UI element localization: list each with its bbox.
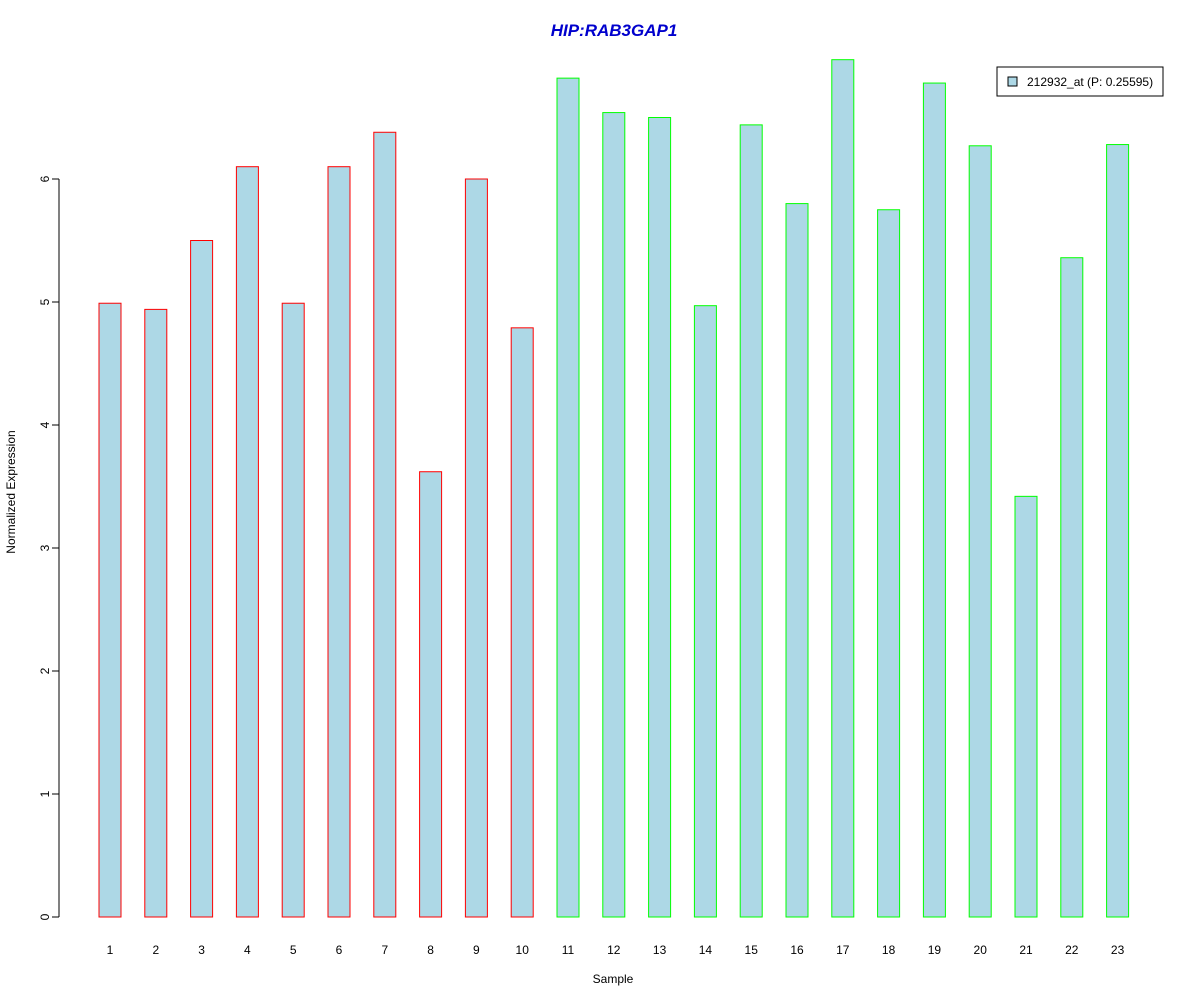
x-tick-label: 8 bbox=[427, 943, 434, 957]
x-tick-label: 23 bbox=[1111, 943, 1125, 957]
bar-sample-1 bbox=[98, 302, 122, 918]
bar-sample-9 bbox=[464, 178, 488, 918]
y-tick-label: 5 bbox=[38, 298, 52, 305]
bar-sample-4 bbox=[235, 166, 259, 918]
legend: 212932_at (P: 0.25595) bbox=[996, 66, 1164, 97]
bar-sample-21 bbox=[1014, 495, 1038, 918]
y-tick-label: 0 bbox=[38, 913, 52, 920]
x-axis-labels: 1 2 3 4 5 6 7 8 9 10 11 12 13 14 15 16 17 18 19 20 21 22 23 bbox=[107, 943, 1125, 957]
x-tick-label: 10 bbox=[516, 943, 530, 957]
x-tick-label: 20 bbox=[974, 943, 988, 957]
x-tick-label: 16 bbox=[790, 943, 804, 957]
x-tick-label: 1 bbox=[107, 943, 114, 957]
x-tick-label: 15 bbox=[745, 943, 759, 957]
chart-title: HIP:RAB3GAP1 bbox=[551, 21, 678, 40]
bar-sample-19 bbox=[922, 82, 946, 918]
x-tick-label: 17 bbox=[836, 943, 850, 957]
bar-sample-23 bbox=[1106, 144, 1130, 918]
x-tick-label: 9 bbox=[473, 943, 480, 957]
x-tick-label: 21 bbox=[1019, 943, 1033, 957]
x-tick-label: 6 bbox=[336, 943, 343, 957]
y-tick-label: 1 bbox=[38, 790, 52, 797]
bar-sample-17 bbox=[831, 59, 855, 918]
y-tick-label: 3 bbox=[38, 544, 52, 551]
bar-sample-5 bbox=[281, 302, 305, 918]
x-axis-title: Sample bbox=[593, 972, 634, 986]
bar-sample-6 bbox=[327, 166, 351, 918]
x-tick-label: 3 bbox=[198, 943, 205, 957]
y-tick-label: 4 bbox=[38, 421, 52, 428]
bar-sample-22 bbox=[1060, 257, 1084, 918]
bar-sample-12 bbox=[602, 112, 626, 918]
bar-sample-7 bbox=[373, 131, 397, 918]
x-tick-label: 2 bbox=[152, 943, 159, 957]
bar-sample-13 bbox=[648, 117, 672, 918]
x-tick-label: 22 bbox=[1065, 943, 1079, 957]
x-tick-label: 13 bbox=[653, 943, 667, 957]
x-tick-label: 14 bbox=[699, 943, 713, 957]
y-axis-title: Normalized Expression bbox=[4, 430, 18, 553]
legend-swatch bbox=[1007, 76, 1018, 87]
bar-sample-16 bbox=[785, 203, 809, 918]
y-axis: 0 1 2 3 4 5 6 bbox=[38, 175, 60, 920]
bars-group bbox=[98, 59, 1130, 918]
legend-label: 212932_at (P: 0.25595) bbox=[1027, 75, 1153, 89]
bar-sample-2 bbox=[144, 308, 168, 918]
bar-sample-3 bbox=[190, 240, 214, 918]
bar-sample-18 bbox=[877, 209, 901, 918]
x-tick-label: 5 bbox=[290, 943, 297, 957]
bar-sample-11 bbox=[556, 77, 580, 918]
legend-box bbox=[996, 66, 1164, 97]
x-tick-label: 4 bbox=[244, 943, 251, 957]
bar-sample-14 bbox=[693, 305, 717, 918]
x-tick-label: 19 bbox=[928, 943, 942, 957]
y-tick-label: 2 bbox=[38, 667, 52, 674]
x-tick-label: 12 bbox=[607, 943, 621, 957]
bar-sample-10 bbox=[510, 327, 534, 918]
y-tick-label: 6 bbox=[38, 175, 52, 182]
bar-sample-20 bbox=[968, 145, 992, 918]
x-tick-label: 18 bbox=[882, 943, 896, 957]
x-tick-label: 7 bbox=[381, 943, 388, 957]
x-tick-label: 11 bbox=[562, 943, 575, 957]
bar-sample-8 bbox=[419, 471, 443, 918]
bar-sample-15 bbox=[739, 124, 763, 918]
